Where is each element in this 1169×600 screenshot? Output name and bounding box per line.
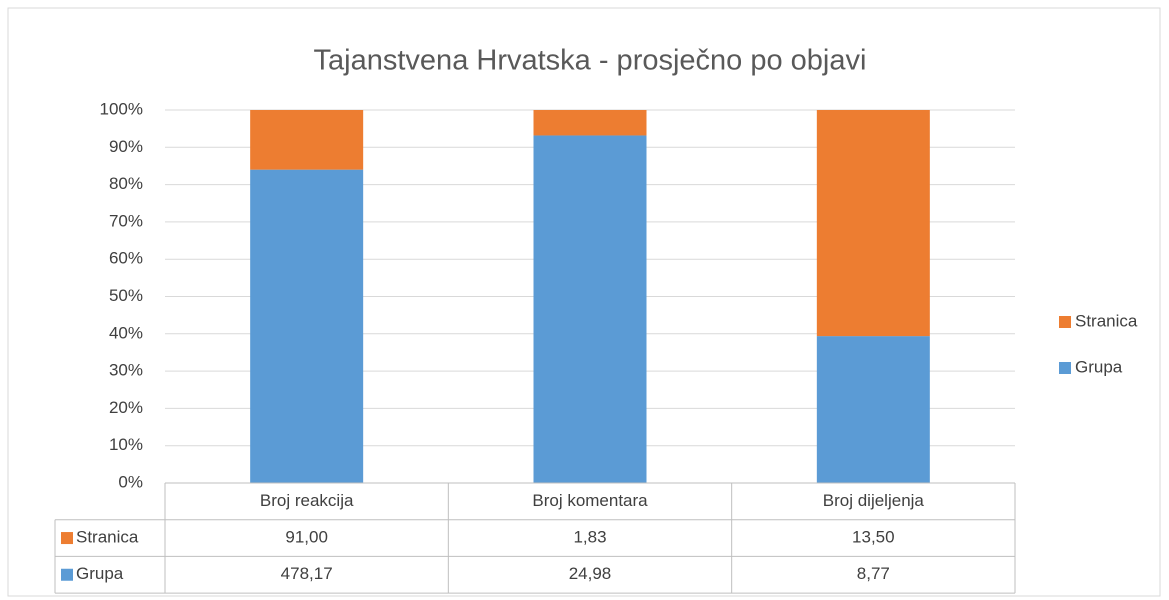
- table-legend-key: [61, 532, 73, 545]
- y-tick-label: 10%: [109, 435, 143, 454]
- bar-segment: [250, 110, 364, 170]
- table-cell: 478,17: [281, 564, 333, 583]
- legend-label: Grupa: [1075, 357, 1123, 376]
- y-tick-label: 20%: [109, 398, 143, 417]
- legend-key: [1059, 362, 1071, 374]
- bar-segment: [533, 110, 647, 136]
- y-tick-label: 100%: [100, 99, 143, 118]
- table-cell: 91,00: [285, 528, 328, 547]
- y-tick-label: 0%: [118, 472, 143, 491]
- chart-title: Tajanstvena Hrvatska - prosječno po obja…: [314, 45, 867, 77]
- y-tick-label: 40%: [109, 323, 143, 342]
- table-row-label: Stranica: [76, 528, 139, 547]
- y-tick-label: 70%: [109, 211, 143, 230]
- y-tick-label: 50%: [109, 286, 143, 305]
- table-cell: 8,77: [857, 564, 890, 583]
- bar-segment: [250, 169, 364, 483]
- x-tick-label: Broj komentara: [532, 491, 648, 510]
- table-cell: 24,98: [569, 564, 612, 583]
- table-legend-key: [61, 568, 73, 581]
- bar-segment: [816, 110, 930, 337]
- x-tick-label: Broj reakcija: [260, 491, 354, 510]
- legend-label: Stranica: [1075, 311, 1138, 330]
- legend-key: [1059, 316, 1071, 328]
- y-tick-label: 90%: [109, 137, 143, 156]
- y-tick-label: 80%: [109, 174, 143, 193]
- x-tick-label: Broj dijeljenja: [823, 491, 925, 510]
- table-row-label: Grupa: [76, 564, 124, 583]
- table-cell: 1,83: [573, 528, 606, 547]
- bar-segment: [533, 135, 647, 484]
- bar-segment: [816, 336, 930, 483]
- table-cell: 13,50: [852, 528, 895, 547]
- y-tick-label: 30%: [109, 361, 143, 380]
- y-tick-label: 60%: [109, 249, 143, 268]
